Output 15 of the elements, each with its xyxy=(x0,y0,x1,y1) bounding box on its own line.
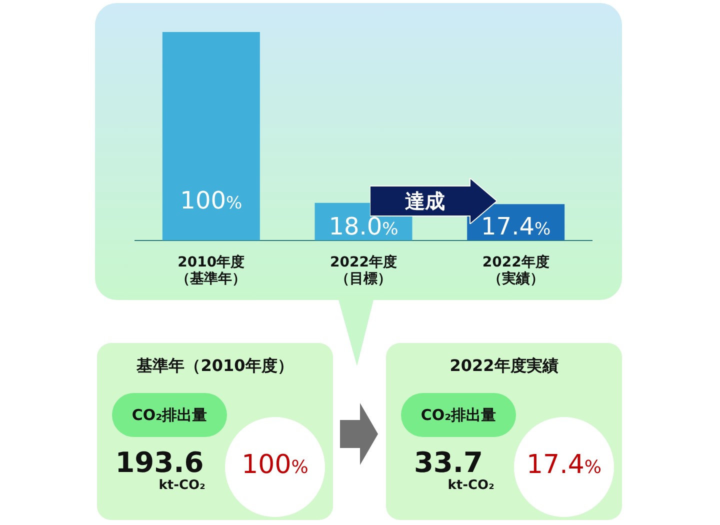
text: CO₂排出量 xyxy=(112,393,227,437)
data-label: 100% xyxy=(180,186,242,214)
x-tick-label: 2010年度（基準年） xyxy=(176,253,246,288)
x-tick-label: 2022年度（実績） xyxy=(482,253,550,288)
text: 193.6 xyxy=(114,446,205,479)
text: 17.4% xyxy=(526,450,602,480)
x-tick-label: 2022年度（目標） xyxy=(330,253,397,288)
text: CO₂排出量 xyxy=(401,393,516,437)
text: 2022年度実績 xyxy=(448,356,560,377)
text: kt-CO₂ xyxy=(158,478,206,493)
text: 100% xyxy=(242,450,308,480)
text: 基準年（2010年度） xyxy=(136,356,294,377)
text: 33.7 xyxy=(412,446,484,479)
annotation: 達成 xyxy=(405,189,445,213)
text: kt-CO₂ xyxy=(446,478,496,493)
